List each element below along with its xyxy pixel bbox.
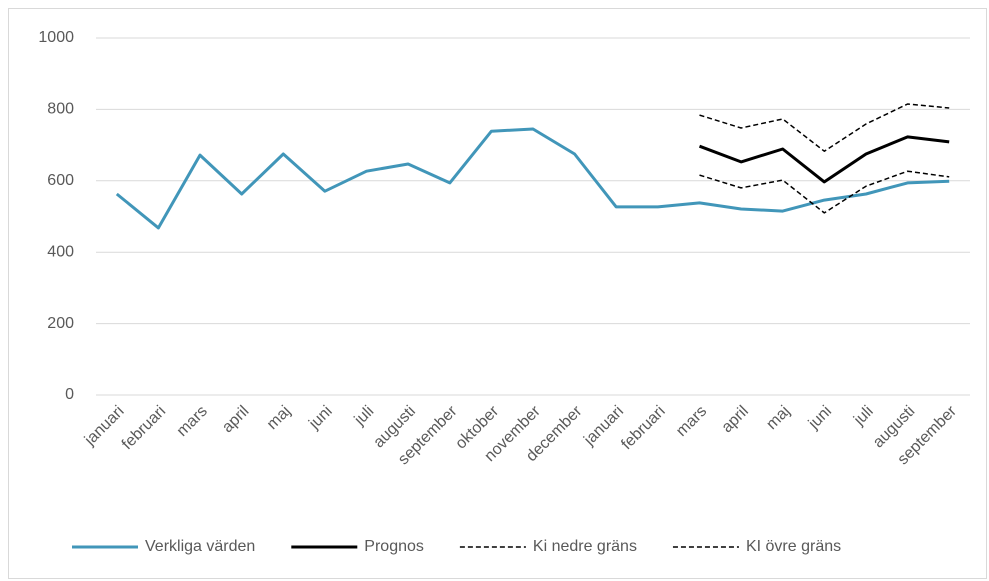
chart-border (8, 8, 987, 579)
series-line (115, 127, 950, 230)
y-tick-label: 1000 (38, 29, 74, 46)
y-tick-label: 400 (47, 243, 74, 260)
legend-label: Ki nedre gräns (533, 538, 637, 555)
series-line (699, 103, 950, 152)
legend-label: Prognos (364, 538, 424, 555)
y-tick-label: 600 (47, 172, 74, 189)
legend-label: Verkliga värden (145, 538, 255, 555)
y-tick-label: 200 (47, 315, 74, 332)
series-line (699, 170, 950, 214)
legend-label: KI övre gräns (746, 538, 841, 555)
y-tick-label: 800 (47, 101, 74, 118)
y-tick-label: 0 (65, 386, 74, 403)
series-line (698, 135, 950, 184)
